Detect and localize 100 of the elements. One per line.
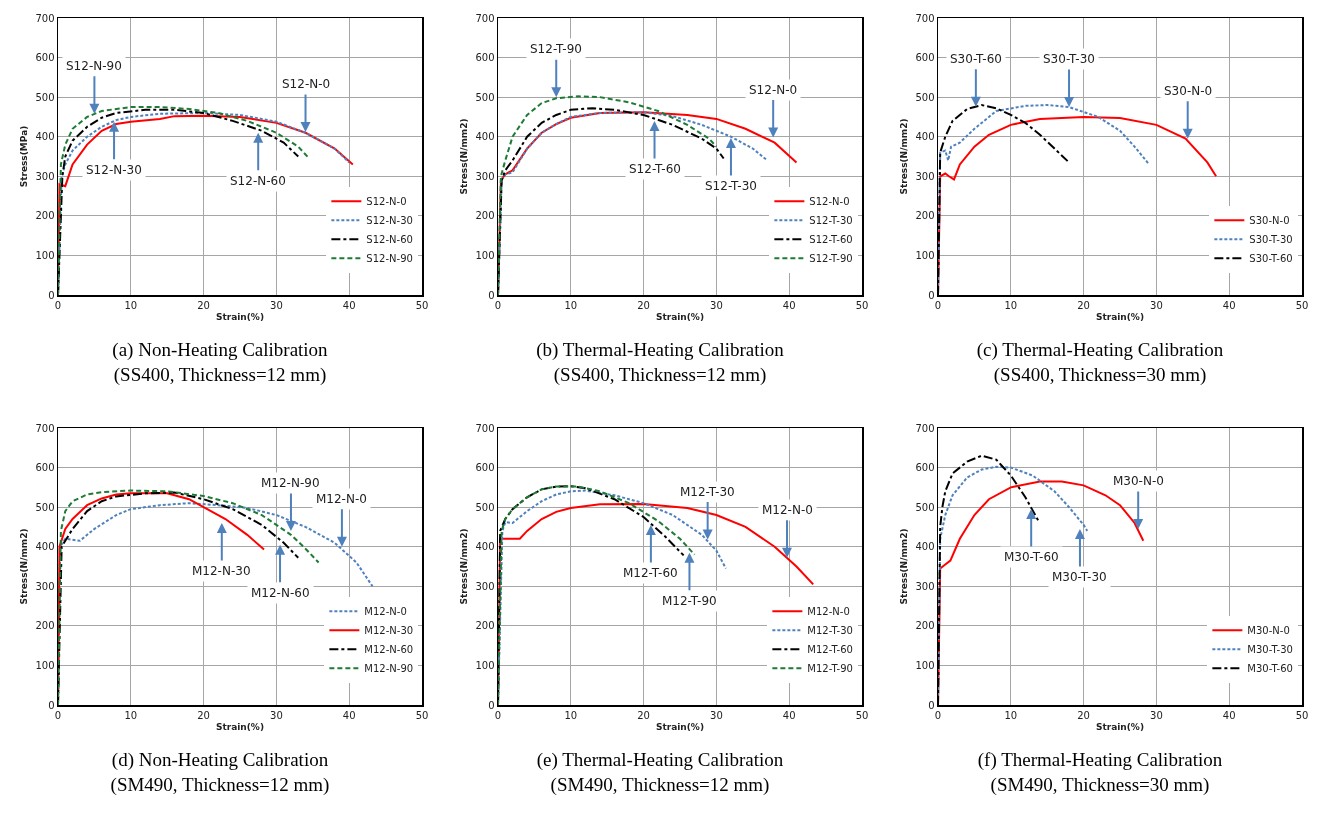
y-tick-label: 200 [915, 210, 935, 222]
legend-label: S30-T-60 [1249, 253, 1293, 265]
y-tick-label: 500 [915, 501, 935, 513]
x-tick-label: 50 [415, 709, 429, 721]
y-tick-label: 700 [35, 422, 55, 434]
x-tick-label: 10 [1004, 709, 1018, 721]
text: (e) Thermal-Heating Calibration (SM490, Thickness=12 mm) [535, 748, 785, 797]
annotation: S12-N-0 [282, 77, 331, 91]
y-tick-label: 500 [35, 91, 55, 103]
x-tick-label: 30 [270, 299, 283, 311]
annotation: M12-N-60 [251, 586, 310, 600]
text: (d) Non-Heating Calibration (SM490, Thickness=12 mm) [109, 748, 331, 797]
legend-label: M12-N-90 [364, 663, 414, 675]
x-tick-label: 40 [1222, 299, 1236, 311]
x-tick-label: 50 [1295, 709, 1309, 721]
annotation: M12-N-0 [762, 503, 813, 517]
y-tick-label: 0 [928, 289, 935, 301]
legend-label: S12-N-30 [366, 215, 413, 227]
x-tick-label: 20 [1077, 709, 1090, 721]
legend-label: S12-T-90 [809, 253, 853, 265]
y-tick-label: 700 [35, 12, 55, 24]
text: (c) Thermal-Heating Calibration (SS400, Thickness=30 mm) [975, 338, 1225, 387]
x-tick-label: 20 [197, 299, 210, 311]
y-tick-label: 400 [915, 541, 935, 553]
annotation: M12-T-30 [680, 485, 735, 499]
legend-label: S12-N-0 [809, 196, 850, 208]
legend-label: M12-N-60 [364, 644, 414, 656]
x-tick-label: 20 [637, 709, 650, 721]
annotation: S12-N-60 [230, 174, 286, 188]
x-axis-title: Strain(%) [1095, 722, 1145, 733]
x-tick-label: 40 [342, 709, 356, 721]
y-axis-title: Stress(N/mm2) [19, 528, 30, 605]
y-tick-label: 200 [475, 620, 495, 632]
annotation: M30-T-30 [1052, 570, 1107, 584]
annotation: S30-T-60 [950, 52, 1002, 66]
annotation: M12-T-60 [623, 566, 678, 580]
legend-label: M12-N-0 [364, 606, 407, 618]
x-tick-label: 40 [782, 299, 796, 311]
y-tick-label: 600 [35, 462, 55, 474]
x-tick-label: 10 [564, 709, 578, 721]
x-tick-label: 50 [855, 299, 869, 311]
x-axis-title: Strain(%) [215, 312, 265, 323]
legend-label: M12-N-0 [807, 606, 850, 618]
legend-label: S12-T-60 [809, 234, 853, 246]
y-tick-label: 100 [915, 249, 935, 261]
y-tick-label: 400 [35, 541, 55, 553]
text: (b) Thermal-Heating Calibration (SS400, Thickness=12 mm) [535, 338, 785, 387]
y-axis-title: Stress(N/mm2) [459, 528, 470, 605]
annotation: M12-N-30 [192, 564, 251, 578]
annotation: S12-T-30 [705, 179, 757, 193]
y-tick-label: 400 [35, 131, 55, 143]
y-axis-title: Stress(N/mm2) [899, 118, 910, 195]
x-tick-label: 40 [342, 299, 356, 311]
x-tick-label: 10 [1004, 299, 1018, 311]
x-tick-label: 30 [710, 299, 723, 311]
y-tick-label: 600 [475, 462, 495, 474]
y-tick-label: 0 [48, 289, 55, 301]
y-tick-label: 700 [915, 422, 935, 434]
y-axis-title: Stress(MPa) [19, 125, 30, 188]
y-tick-label: 200 [475, 210, 495, 222]
y-tick-label: 600 [915, 52, 935, 64]
y-tick-label: 300 [915, 170, 935, 182]
x-axis-title: Strain(%) [655, 312, 705, 323]
annotation: S30-T-30 [1043, 52, 1095, 66]
y-tick-label: 100 [35, 659, 55, 671]
legend-label: M12-T-60 [807, 644, 853, 656]
x-axis-title: Strain(%) [215, 722, 265, 733]
x-tick-label: 20 [197, 709, 210, 721]
annotation: S12-N-90 [66, 59, 122, 73]
x-tick-label: 20 [1077, 299, 1090, 311]
x-tick-label: 20 [637, 299, 650, 311]
legend-label: S12-N-60 [366, 234, 413, 246]
y-tick-label: 500 [35, 501, 55, 513]
y-tick-label: 600 [35, 52, 55, 64]
x-axis-title: Strain(%) [655, 722, 705, 733]
x-tick-label: 40 [782, 709, 796, 721]
y-tick-label: 100 [475, 659, 495, 671]
legend-label: S30-N-0 [1249, 215, 1290, 227]
y-tick-label: 0 [48, 699, 55, 711]
x-tick-label: 40 [1222, 709, 1236, 721]
text: (a) Non-Heating Calibration (SS400, Thickness=12 mm) [111, 338, 329, 387]
x-tick-label: 30 [270, 709, 283, 721]
y-tick-label: 400 [475, 131, 495, 143]
x-tick-label: 10 [124, 709, 138, 721]
y-tick-label: 600 [915, 462, 935, 474]
y-tick-label: 700 [475, 422, 495, 434]
y-tick-label: 300 [475, 170, 495, 182]
legend-label: M30-N-0 [1247, 625, 1290, 637]
y-tick-label: 0 [928, 699, 935, 711]
y-tick-label: 200 [35, 620, 55, 632]
text: (f) Thermal-Heating Calibration (SM490, Thickness=30 mm) [976, 748, 1224, 797]
legend-label: M12-T-90 [807, 663, 853, 675]
y-tick-label: 100 [915, 659, 935, 671]
y-tick-label: 300 [475, 580, 495, 592]
y-tick-label: 400 [475, 541, 495, 553]
x-tick-label: 50 [855, 709, 869, 721]
annotation: S12-N-30 [86, 163, 142, 177]
y-tick-label: 500 [475, 91, 495, 103]
y-tick-label: 500 [475, 501, 495, 513]
y-tick-label: 400 [915, 131, 935, 143]
